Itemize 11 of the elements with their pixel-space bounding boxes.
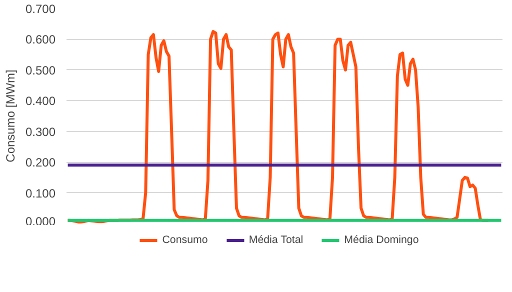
legend-label: Média Domingo — [344, 234, 419, 246]
y-tick-label: 0.600 — [25, 32, 56, 47]
y-axis-title: Consumo [MWm] — [3, 70, 18, 162]
y-tick-label: 0.200 — [25, 156, 56, 170]
legend-label: Média Total — [248, 234, 304, 246]
y-tick-label: 0.100 — [25, 186, 56, 200]
y-tick-label: 0.300 — [25, 124, 56, 139]
y-tick-label: 0.700 — [25, 2, 56, 16]
y-tick-label: 0.500 — [25, 63, 56, 78]
legend-label: Consumo — [162, 234, 208, 246]
y-tick-label: 0.400 — [25, 94, 56, 108]
